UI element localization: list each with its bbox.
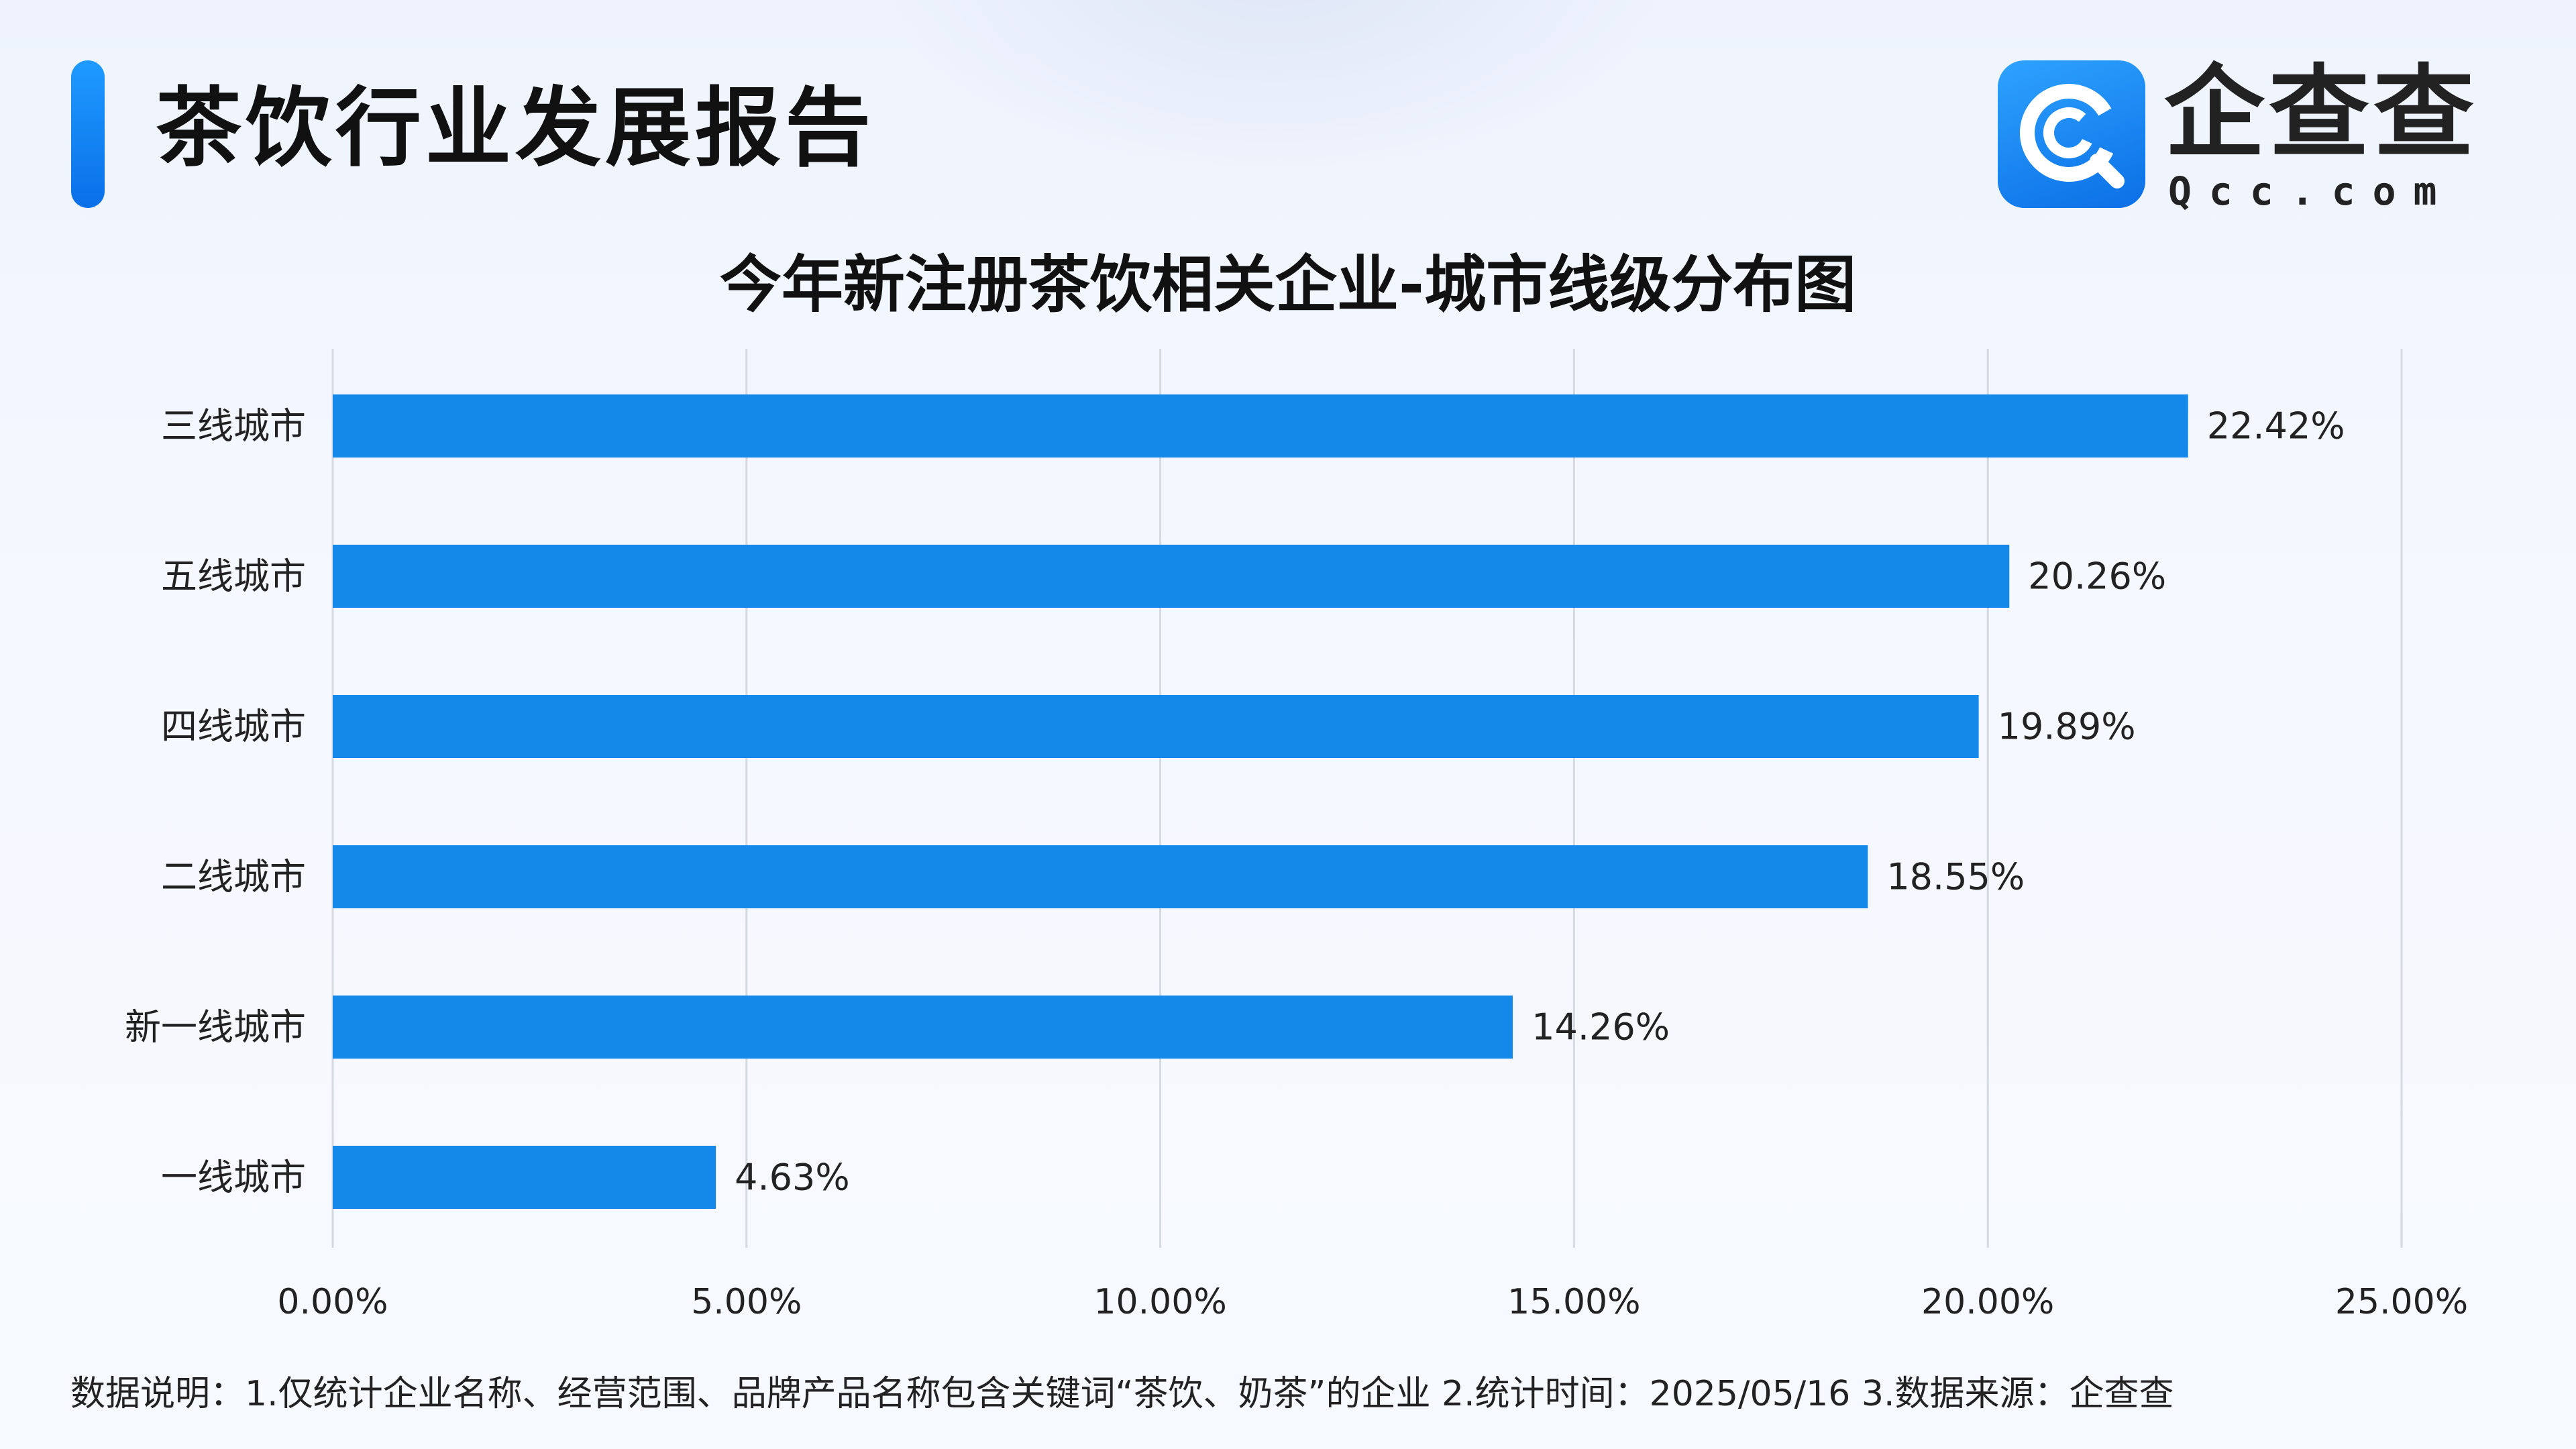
value-label: 18.55% [1886, 856, 2025, 898]
qcc-logo-icon [1998, 60, 2145, 208]
category-label: 四线城市 [161, 706, 306, 748]
qcc-logo: 企查查 Qcc.com [1998, 56, 2474, 214]
bar [333, 845, 1868, 908]
x-tick-label: 20.00% [1921, 1282, 2054, 1322]
value-label: 20.26% [2028, 555, 2166, 598]
chart-title: 今年新注册茶饮相关企业-城市线级分布图 [719, 249, 1857, 321]
bar [333, 545, 2010, 608]
title-accent-bar [71, 60, 105, 208]
category-label: 五线城市 [161, 555, 306, 598]
category-label: 二线城市 [161, 856, 306, 898]
x-tick-label: 10.00% [1093, 1282, 1226, 1322]
bar [333, 695, 1979, 758]
footnote: 数据说明：1.仅统计企业名称、经营范围、品牌产品名称包含关键词“茶饮、奶茶”的企… [70, 1374, 2174, 1414]
logo-text-en: Qcc.com [2168, 168, 2455, 214]
category-label: 三线城市 [161, 405, 306, 447]
logo-text-cn: 企查查 [2164, 55, 2479, 172]
value-label: 19.89% [1998, 706, 2136, 748]
category-label: 一线城市 [161, 1157, 306, 1199]
value-label: 22.42% [2207, 405, 2345, 447]
bar [333, 1146, 716, 1209]
x-tick-label: 5.00% [691, 1282, 802, 1322]
x-tick-label: 25.00% [2335, 1282, 2468, 1322]
bar [333, 996, 1513, 1059]
value-label: 14.26% [1532, 1006, 1670, 1049]
report-title: 茶饮行业发展报告 [156, 78, 875, 178]
category-label: 新一线城市 [125, 1006, 306, 1049]
bar [333, 394, 2188, 458]
value-label: 4.63% [735, 1157, 850, 1199]
x-tick-label: 15.00% [1507, 1282, 1640, 1322]
x-tick-label: 0.00% [277, 1282, 388, 1322]
